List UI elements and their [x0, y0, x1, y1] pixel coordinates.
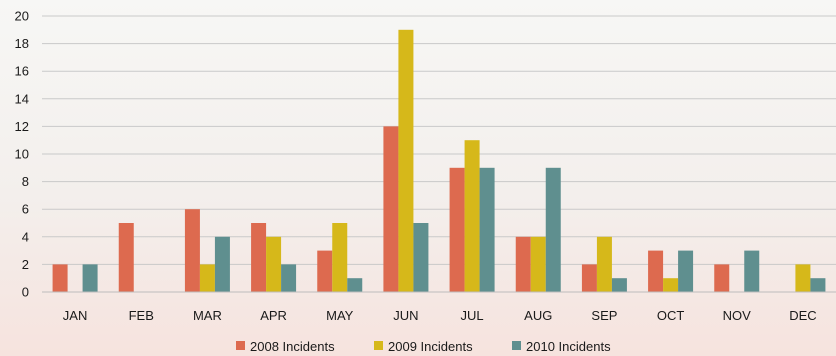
bar-jul-series-2	[464, 140, 480, 292]
x-tick-label: APR	[260, 308, 287, 323]
bar-jul-series-3	[479, 167, 495, 292]
bar-jul-series-1	[449, 167, 465, 292]
y-tick-label: 12	[15, 119, 29, 134]
x-tick-label: NOV	[723, 308, 752, 323]
bar-jun-series-3	[413, 223, 429, 292]
bar-dec-series-2	[795, 264, 811, 292]
bar-oct-series-2	[663, 278, 679, 292]
bar-jan-series-3	[82, 264, 98, 292]
x-tick-label: OCT	[657, 308, 685, 323]
x-tick-label: DEC	[789, 308, 816, 323]
bar-mar-series-3	[214, 236, 230, 292]
bars	[52, 29, 826, 293]
bar-apr-series-3	[281, 264, 297, 292]
legend-label: 2009 Incidents	[388, 339, 473, 354]
bar-may-series-2	[332, 223, 348, 292]
bar-aug-series-3	[545, 167, 561, 292]
x-axis-tick-labels: JAN FEB MAR APR MAY JUN JUL AUG SEP OCT NOV DEC	[63, 308, 817, 323]
x-tick-label: JUN	[393, 308, 418, 323]
legend: 2008 Incidents 2009 Incidents 2010 Inciden…	[236, 339, 611, 354]
gridlines	[42, 15, 836, 265]
y-tick-label: 0	[22, 285, 29, 300]
x-tick-label: SEP	[591, 308, 617, 323]
y-tick-label: 6	[22, 202, 29, 217]
legend-swatch	[374, 341, 383, 350]
y-tick-label: 4	[22, 229, 29, 244]
bar-mar-series-1	[184, 209, 200, 292]
legend-swatch	[512, 341, 521, 350]
bar-jun-series-2	[398, 29, 414, 293]
bar-dec-series-3	[810, 278, 826, 292]
y-tick-label: 10	[15, 147, 29, 162]
x-tick-label: JUL	[461, 308, 484, 323]
y-tick-label: 2	[22, 257, 29, 272]
bar-mar-series-2	[199, 264, 215, 292]
bar-feb-series-1	[118, 223, 134, 292]
bar-jan-series-1	[52, 264, 68, 292]
legend-swatch	[236, 341, 245, 350]
bar-apr-series-1	[251, 223, 267, 292]
bar-nov-series-3	[744, 250, 760, 292]
y-tick-label: 20	[15, 9, 29, 24]
y-tick-label: 18	[15, 36, 29, 51]
x-tick-label: FEB	[129, 308, 154, 323]
bar-sep-series-1	[581, 264, 597, 292]
bar-jun-series-1	[383, 126, 399, 293]
x-tick-label: AUG	[524, 308, 552, 323]
bar-may-series-3	[347, 278, 363, 292]
bar-may-series-1	[317, 250, 333, 292]
bar-oct-series-3	[678, 250, 694, 292]
x-tick-label: MAY	[326, 308, 354, 323]
legend-label: 2008 Incidents	[250, 339, 335, 354]
bar-apr-series-2	[266, 236, 282, 292]
y-tick-label: 14	[15, 91, 29, 106]
bar-oct-series-1	[648, 250, 664, 292]
y-axis-tick-labels: 0 2 4 6 8 10 12 14 16 18 20	[15, 9, 29, 300]
x-tick-label: MAR	[193, 308, 222, 323]
y-tick-label: 16	[15, 64, 29, 79]
bar-nov-series-1	[714, 264, 730, 292]
y-tick-label: 8	[22, 174, 29, 189]
bar-sep-series-3	[611, 278, 627, 292]
x-tick-label: JAN	[63, 308, 88, 323]
bar-sep-series-2	[596, 236, 612, 292]
legend-label: 2010 Incidents	[526, 339, 611, 354]
bar-aug-series-2	[530, 236, 546, 292]
bar-aug-series-1	[515, 236, 531, 292]
